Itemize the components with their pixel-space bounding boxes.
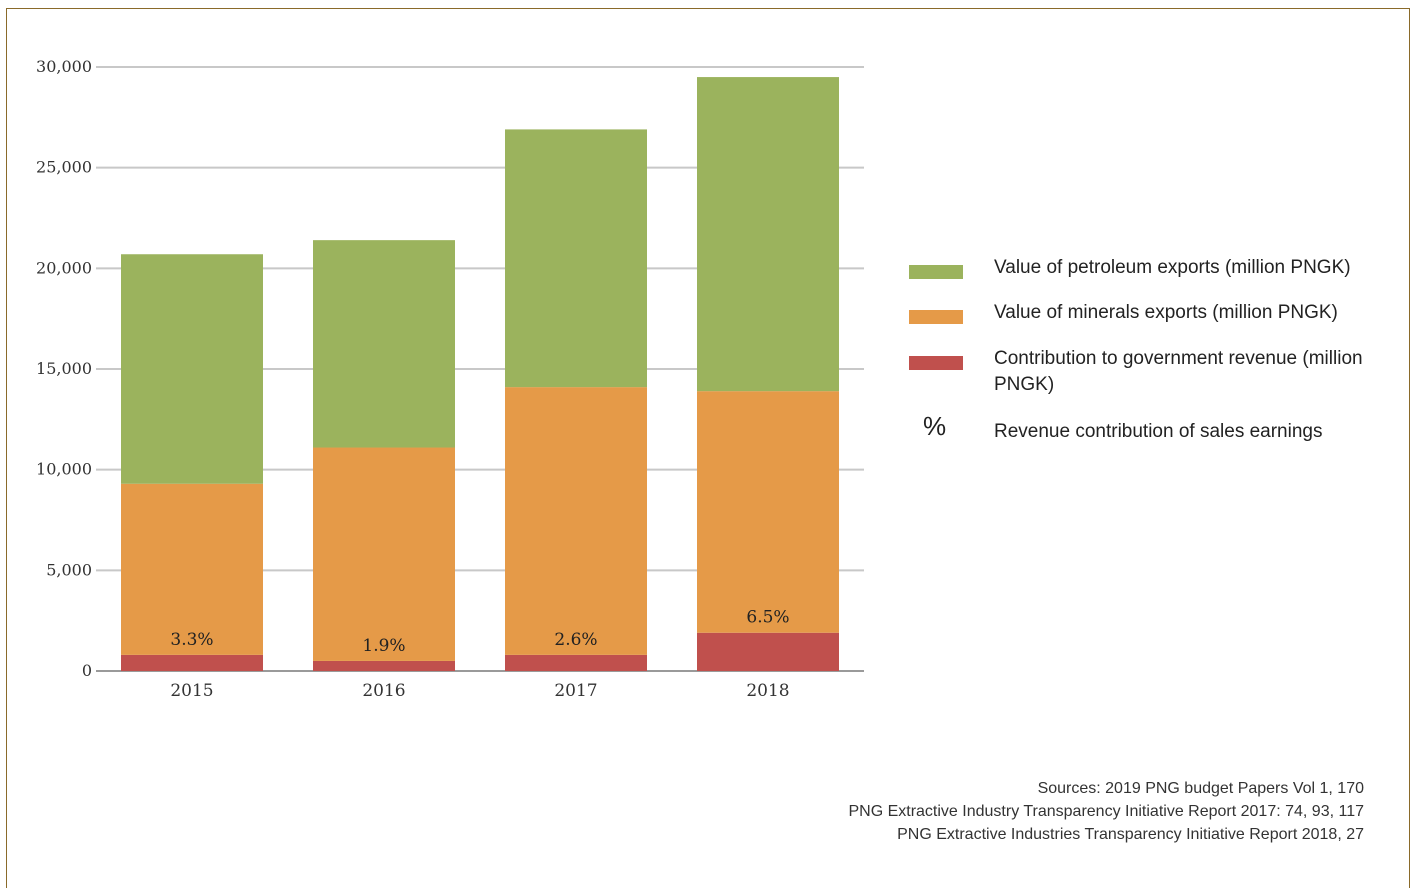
bar-percent-label: 1.9% <box>362 636 405 656</box>
bar-segment <box>121 254 263 484</box>
y-tick-label: 5,000 <box>46 560 92 579</box>
percent-symbol: % <box>923 411 947 441</box>
legend-label-percent: Revenue contribution of sales earnings <box>994 421 1323 442</box>
legend-swatch-minerals <box>909 310 963 324</box>
legend-label-minerals: Value of minerals exports (million PNGK) <box>994 302 1338 323</box>
source-line: PNG Extractive Industries Transparency I… <box>897 826 1364 843</box>
sources-note: Sources: 2019 PNG budget Papers Vol 1, 1… <box>848 777 1364 846</box>
x-tick-label: 2018 <box>746 681 789 701</box>
bar-segment <box>313 447 455 661</box>
y-tick-label: 15,000 <box>36 359 92 378</box>
y-tick-label: 25,000 <box>36 158 92 177</box>
legend-swatch-petroleum <box>909 265 963 279</box>
bar-percent-label: 6.5% <box>746 608 789 628</box>
bar-segment <box>505 387 647 655</box>
source-line: Sources: 2019 PNG budget Papers Vol 1, 1… <box>1037 780 1364 797</box>
legend-swatch-revenue <box>909 356 963 370</box>
bar-percent-label: 2.6% <box>554 630 597 650</box>
legend-label-petroleum: Value of petroleum exports (million PNGK… <box>994 257 1351 278</box>
source-line: PNG Extractive Industry Transparency Ini… <box>848 803 1364 820</box>
x-tick-label: 2016 <box>362 681 405 701</box>
y-tick-label: 20,000 <box>36 258 92 277</box>
bar-segment <box>697 391 839 633</box>
bar-segment <box>505 129 647 388</box>
bar-segment <box>313 660 455 671</box>
legend-label-revenue: Contribution to government revenue (mill… <box>994 348 1363 395</box>
y-tick-label: 0 <box>82 661 92 680</box>
stacked-bar-chart: 0 5,000 10,000 15,000 20,000 25,000 30,000 201… <box>36 57 864 701</box>
bar-segment <box>313 240 455 448</box>
bar-segment <box>697 632 839 671</box>
y-tick-label: 10,000 <box>36 460 92 479</box>
y-tick-label: 30,000 <box>36 57 92 76</box>
bar-segment <box>505 654 647 671</box>
x-tick-label: 2015 <box>170 681 213 701</box>
bar-segment <box>697 77 839 392</box>
bar-segment <box>121 654 263 671</box>
bar-segment <box>121 483 263 655</box>
chart-frame <box>6 8 1410 888</box>
x-tick-label: 2017 <box>554 681 597 701</box>
bar-percent-label: 3.3% <box>170 630 213 650</box>
